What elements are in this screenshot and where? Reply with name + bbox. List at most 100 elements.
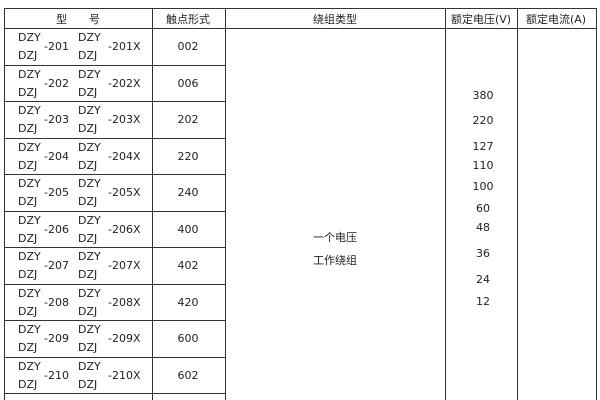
model-number: -210 xyxy=(44,368,69,382)
row-divider xyxy=(4,210,226,212)
rated-voltage: 220 xyxy=(472,114,494,127)
rated-voltage: 127 xyxy=(472,140,494,153)
contact-form: 402 xyxy=(177,259,199,272)
header-bottom-border xyxy=(4,28,597,29)
rated-voltage: 380 xyxy=(472,89,494,102)
model-prefix-1: DZY xyxy=(18,31,41,44)
column-divider xyxy=(517,8,518,400)
column-divider xyxy=(225,8,226,400)
model-number-x: -210X xyxy=(108,368,141,382)
model-number-x: -201X xyxy=(108,40,141,53)
model-number: -209 xyxy=(44,332,69,345)
model-number-x: -208X xyxy=(108,295,141,309)
model-prefix-x2: DZJ xyxy=(78,268,98,281)
contact-form: 202 xyxy=(177,113,199,126)
model-number-x: -209X xyxy=(108,332,141,345)
model-number: -203 xyxy=(44,113,69,126)
model-prefix-x2: DZJ xyxy=(78,122,98,135)
model-prefix-1: DZY xyxy=(18,286,41,300)
model-number: -206 xyxy=(44,222,69,236)
contact-form: 420 xyxy=(177,295,199,309)
rated-voltage: 48 xyxy=(476,221,490,234)
model-prefix-2: DZJ xyxy=(18,231,38,245)
model-number-x: -204X xyxy=(108,149,141,163)
model-number-x: -205X xyxy=(108,186,141,199)
model-number-x: -202X xyxy=(108,76,141,90)
rated-voltage: 24 xyxy=(476,273,490,286)
model-prefix-1: DZY xyxy=(18,177,41,190)
rated-voltage: 60 xyxy=(476,202,490,215)
model-prefix-1: DZY xyxy=(18,104,41,117)
model-prefix-1: DZY xyxy=(18,213,41,227)
model-prefix-x2: DZJ xyxy=(78,158,98,172)
model-number: -201 xyxy=(44,40,69,53)
model-number-x: -206X xyxy=(108,222,141,236)
table-top-border xyxy=(4,8,597,9)
model-prefix-2: DZJ xyxy=(18,195,38,208)
row-divider xyxy=(4,283,226,285)
winding-type-line-1: 一个电压 xyxy=(313,231,357,244)
model-prefix-2: DZJ xyxy=(18,49,38,62)
model-prefix-x2: DZJ xyxy=(78,231,98,245)
model-prefix-x1: DZY xyxy=(78,213,101,227)
model-prefix-1: DZY xyxy=(18,67,41,81)
contact-form: 240 xyxy=(177,186,199,199)
model-prefix-2: DZJ xyxy=(18,158,38,172)
model-prefix-2: DZJ xyxy=(18,85,38,99)
model-number: -202 xyxy=(44,76,69,90)
model-prefix-x1: DZY xyxy=(78,359,101,373)
model-prefix-x1: DZY xyxy=(78,177,101,190)
model-prefix-2: DZJ xyxy=(18,268,38,281)
contact-form: 220 xyxy=(177,149,199,163)
model-prefix-x2: DZJ xyxy=(78,49,98,62)
model-prefix-1: DZY xyxy=(18,140,41,154)
row-divider xyxy=(4,174,226,175)
model-prefix-1: DZY xyxy=(18,359,41,373)
model-number-x: -207X xyxy=(108,259,141,272)
model-prefix-2: DZJ xyxy=(18,341,38,354)
rated-voltage: 12 xyxy=(476,295,490,308)
model-prefix-x2: DZJ xyxy=(78,195,98,208)
model-number: -204 xyxy=(44,149,69,163)
model-prefix-2: DZJ xyxy=(18,377,38,391)
header-contact: 触点形式 xyxy=(166,13,210,26)
model-prefix-1: DZY xyxy=(18,323,41,336)
contact-form: 602 xyxy=(177,368,199,382)
contact-form: 006 xyxy=(177,76,199,90)
model-prefix-x1: DZY xyxy=(78,250,101,263)
winding-type-line-2: 工作绕组 xyxy=(313,254,357,267)
model-number-x: -203X xyxy=(108,113,141,126)
row-divider xyxy=(4,393,226,394)
row-divider xyxy=(4,64,226,66)
contact-form: 400 xyxy=(177,222,199,236)
model-prefix-2: DZJ xyxy=(18,122,38,135)
row-divider xyxy=(4,356,226,358)
column-divider xyxy=(152,8,153,400)
model-prefix-x1: DZY xyxy=(78,67,101,81)
rated-voltage: 100 xyxy=(472,180,494,193)
model-prefix-x1: DZY xyxy=(78,140,101,154)
header-winding: 绕组类型 xyxy=(313,13,357,26)
model-prefix-1: DZY xyxy=(18,250,41,263)
model-prefix-x2: DZJ xyxy=(78,85,98,99)
model-prefix-x1: DZY xyxy=(78,323,101,336)
rated-voltage: 110 xyxy=(472,159,494,172)
model-number: -207 xyxy=(44,259,69,272)
model-prefix-x2: DZJ xyxy=(78,377,98,391)
model-prefix-x1: DZY xyxy=(78,286,101,300)
model-number: -205 xyxy=(44,186,69,199)
column-divider xyxy=(4,8,5,400)
model-prefix-x2: DZJ xyxy=(78,304,98,318)
header-voltage: 额定电压(V) xyxy=(450,13,512,26)
model-prefix-x1: DZY xyxy=(78,104,101,117)
contact-form: 600 xyxy=(177,332,199,345)
row-divider xyxy=(4,247,226,248)
rated-voltage: 36 xyxy=(476,247,490,260)
header-current: 额定电流(A) xyxy=(525,13,587,26)
model-prefix-2: DZJ xyxy=(18,304,38,318)
row-divider xyxy=(4,137,226,139)
column-divider xyxy=(596,8,597,400)
model-prefix-x2: DZJ xyxy=(78,341,98,354)
model-prefix-x1: DZY xyxy=(78,31,101,44)
contact-form: 002 xyxy=(177,40,199,53)
